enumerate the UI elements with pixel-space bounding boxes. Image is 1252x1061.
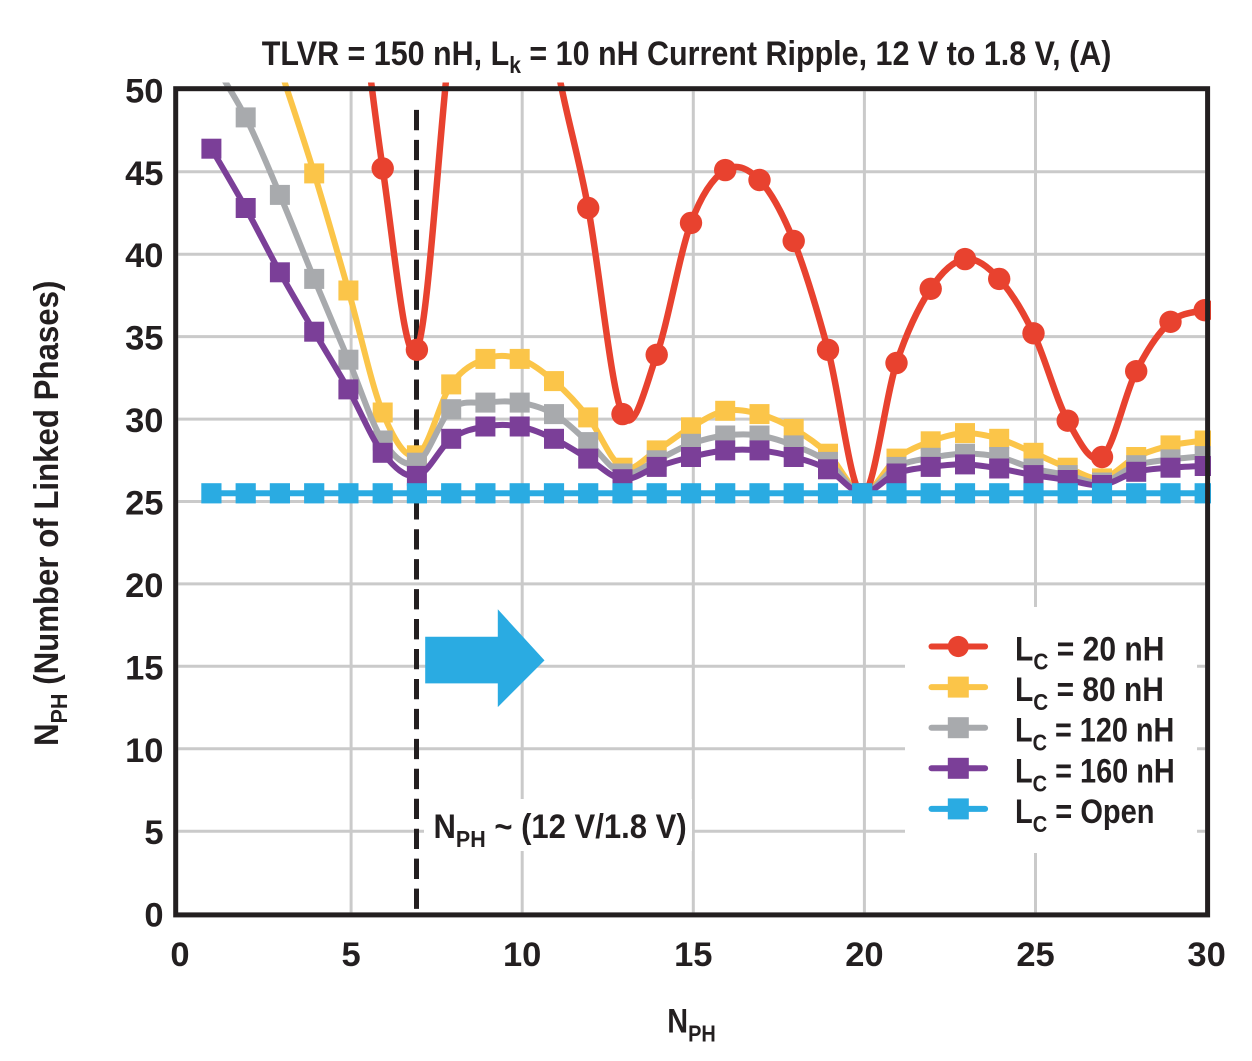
svg-text:TLVR = 150 nH, Lk = 10 nH Curr: TLVR = 150 nH, Lk = 10 nH Current Ripple…: [262, 35, 1112, 79]
svg-text:45: 45: [125, 155, 163, 193]
svg-text:30: 30: [125, 402, 163, 440]
svg-text:35: 35: [125, 320, 163, 358]
svg-text:LC = 120 nH: LC = 120 nH: [1015, 710, 1174, 756]
svg-text:10: 10: [125, 732, 163, 770]
svg-text:NPH (Number of Linked Phases): NPH (Number of Linked Phases): [27, 281, 72, 746]
svg-text:30: 30: [1187, 936, 1225, 974]
svg-text:0: 0: [170, 936, 189, 974]
svg-text:10: 10: [503, 936, 541, 974]
svg-text:15: 15: [125, 649, 163, 687]
svg-text:20: 20: [125, 567, 163, 605]
svg-text:15: 15: [674, 936, 712, 974]
svg-text:25: 25: [1016, 936, 1054, 974]
svg-text:LC = 20 nH: LC = 20 nH: [1015, 630, 1164, 675]
svg-text:40: 40: [125, 237, 163, 275]
svg-text:50: 50: [125, 72, 163, 110]
svg-text:5: 5: [342, 936, 361, 974]
svg-text:0: 0: [144, 897, 163, 935]
svg-text:25: 25: [125, 485, 163, 523]
svg-text:20: 20: [845, 936, 883, 974]
svg-text:5: 5: [144, 814, 163, 852]
svg-text:LC = Open: LC = Open: [1015, 792, 1155, 838]
